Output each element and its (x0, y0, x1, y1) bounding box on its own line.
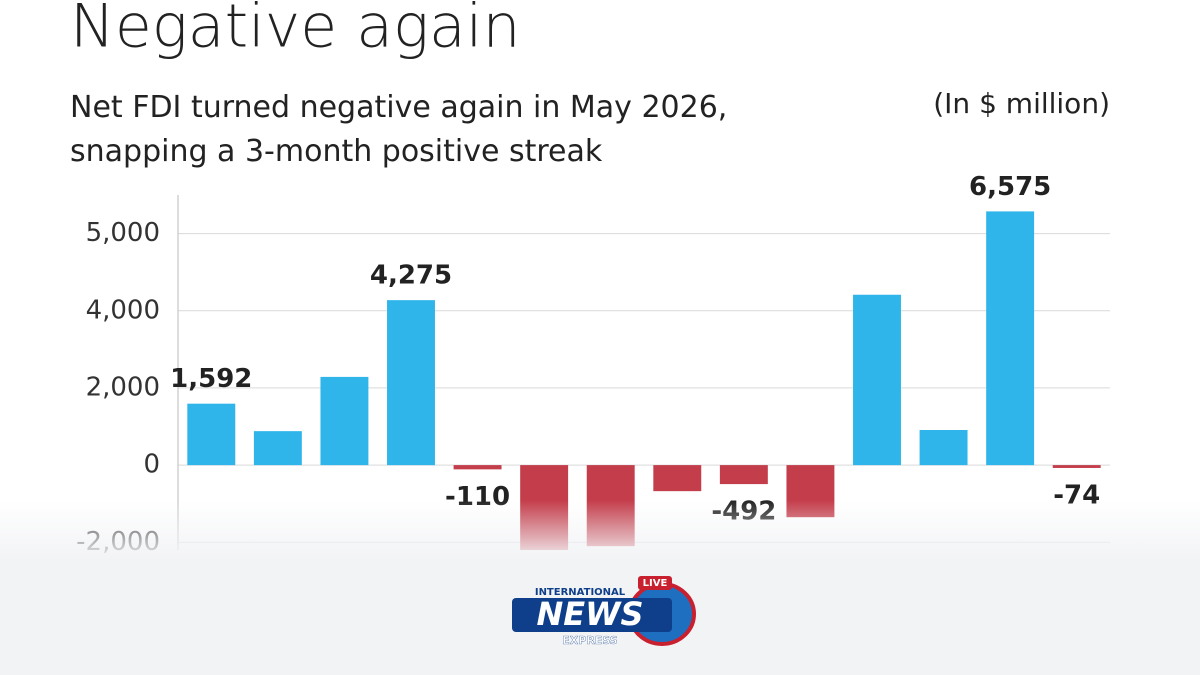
data-label: 6,575 (969, 172, 1051, 202)
bar (919, 429, 968, 466)
logo-badge-bg (638, 576, 672, 590)
logo-band (512, 598, 672, 632)
logo-badge: LIVE (643, 578, 668, 589)
bar (986, 211, 1035, 466)
logo: NEWS INTERNATIONAL EXPRESS LIVE (512, 576, 696, 647)
y-tick-label: 2,000 (86, 372, 160, 402)
bar (187, 403, 236, 466)
chart-subtitle: Net FDI turned negative again in May 202… (70, 90, 727, 169)
bar (653, 465, 702, 492)
y-tick-label: 0 (143, 450, 160, 480)
bar (387, 300, 435, 466)
chart-title: Negative again (70, 0, 521, 62)
y-tick-label: 4,000 (86, 295, 160, 325)
fade-overlay (0, 500, 1200, 675)
data-label: 4,275 (370, 261, 452, 291)
bar (453, 465, 502, 470)
bar (1052, 465, 1101, 468)
logo-top: INTERNATIONAL (535, 587, 626, 598)
logo-main: NEWS (537, 595, 644, 633)
bar (853, 294, 901, 466)
bar (320, 376, 369, 466)
logo-bottom: EXPRESS (562, 634, 617, 647)
bar (253, 431, 302, 466)
unit-note: (In $ million) (933, 87, 1110, 120)
bar (719, 465, 768, 485)
y-tick-label: 5,000 (86, 218, 160, 248)
data-label: 1,592 (170, 364, 252, 394)
